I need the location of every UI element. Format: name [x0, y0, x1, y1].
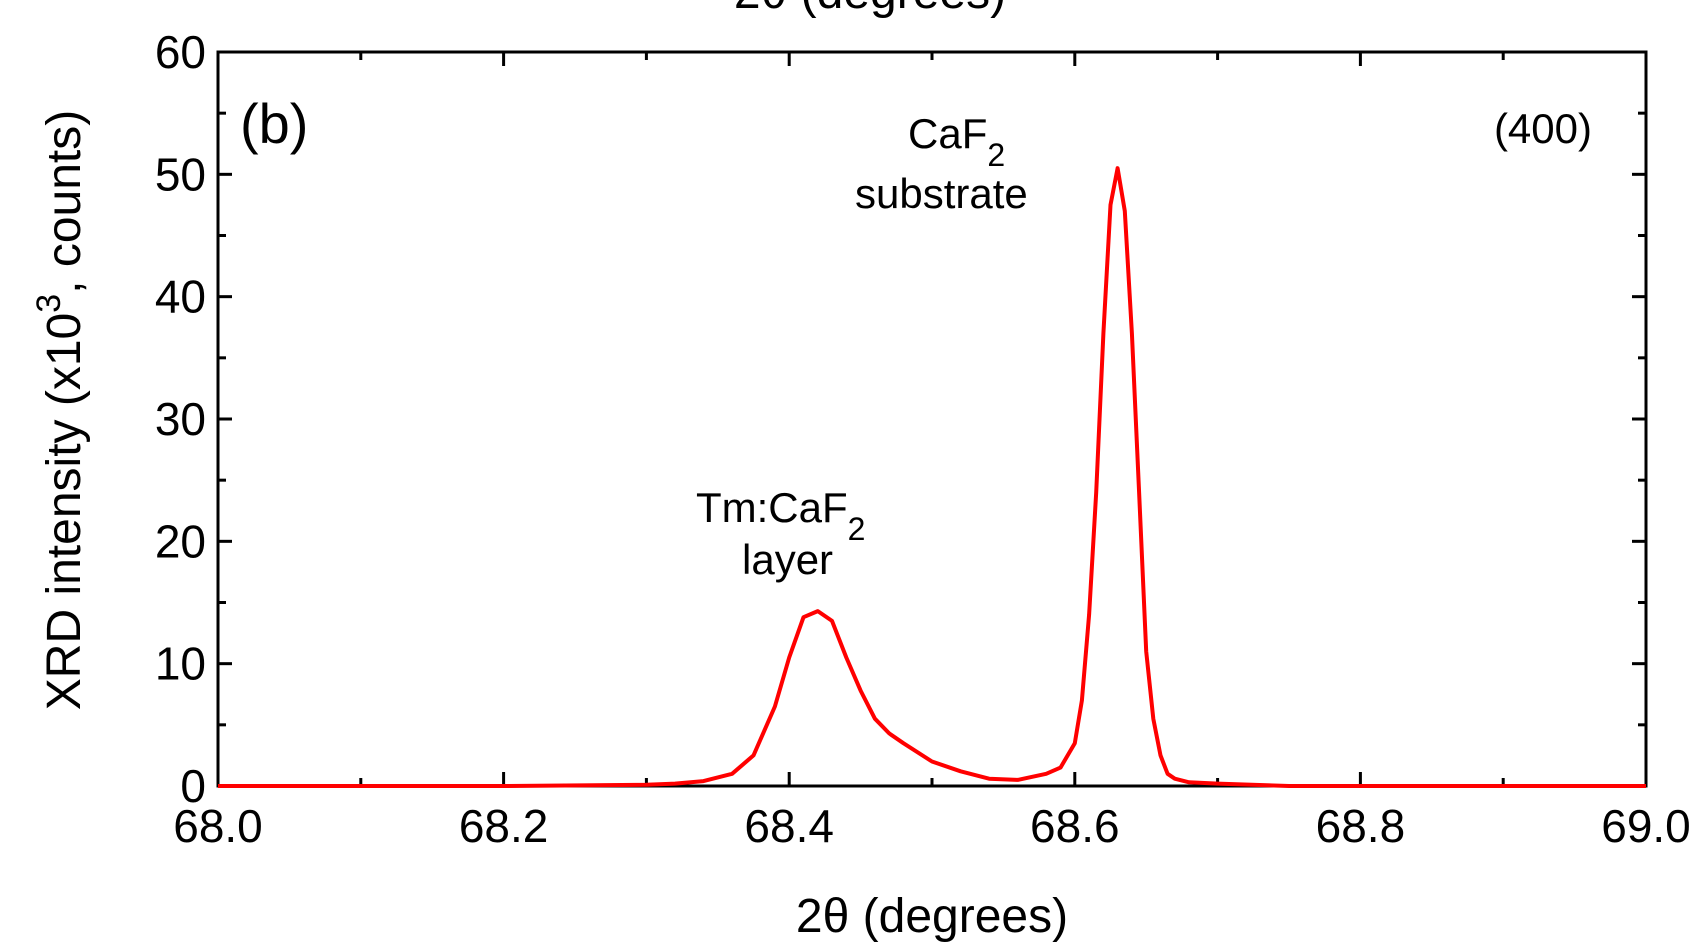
plot-frame	[216, 50, 1648, 788]
ticks-group	[216, 50, 1648, 788]
substrate-formula-main: CaF	[908, 110, 987, 157]
x-tick-label: 68.0	[173, 800, 263, 852]
x-tick-label: 68.2	[459, 800, 549, 852]
y-tick-label: 30	[155, 393, 206, 445]
layer-formula-subscript: 2	[848, 511, 866, 547]
x-tick-label: 68.6	[1030, 800, 1120, 852]
y-tick-label: 20	[155, 515, 206, 567]
y-tick-label: 0	[180, 760, 206, 812]
substrate-annotation-label: substrate	[855, 170, 1028, 217]
y-axis-title-main: XRD intensity (x10	[38, 313, 91, 710]
layer-annotation-label: layer	[742, 536, 833, 583]
x-tick-label: 68.4	[744, 800, 834, 852]
substrate-annotation-formula: CaF2	[908, 110, 1005, 173]
y-tick-label: 50	[155, 148, 206, 200]
y-tick-label: 60	[155, 26, 206, 78]
y-tick-labels: 0 10 20 30 40 50 60	[155, 26, 206, 812]
panel-label: (b)	[240, 92, 308, 155]
x-axis-title: 2θ (degrees)	[796, 890, 1068, 943]
substrate-formula-subscript: 2	[987, 137, 1005, 173]
y-tick-label: 10	[155, 638, 206, 690]
layer-formula-main: Tm:CaF	[696, 484, 848, 531]
x-tick-label: 69.0	[1601, 800, 1691, 852]
top-axis-title: 2θ (degrees)	[734, 0, 1006, 19]
y-axis-title: XRD intensity (x103, counts)	[30, 110, 91, 710]
y-tick-label: 40	[155, 271, 206, 323]
y-axis-title-tail: , counts)	[38, 110, 91, 294]
x-tick-label: 68.8	[1316, 800, 1406, 852]
layer-annotation-formula: Tm:CaF2	[696, 484, 865, 547]
series-line	[218, 166, 1646, 788]
y-axis-title-superscript: 3	[30, 294, 68, 313]
x-tick-labels: 68.0 68.2 68.4 68.6 68.8 69.0	[173, 800, 1691, 852]
reflection-label: (400)	[1494, 105, 1592, 152]
